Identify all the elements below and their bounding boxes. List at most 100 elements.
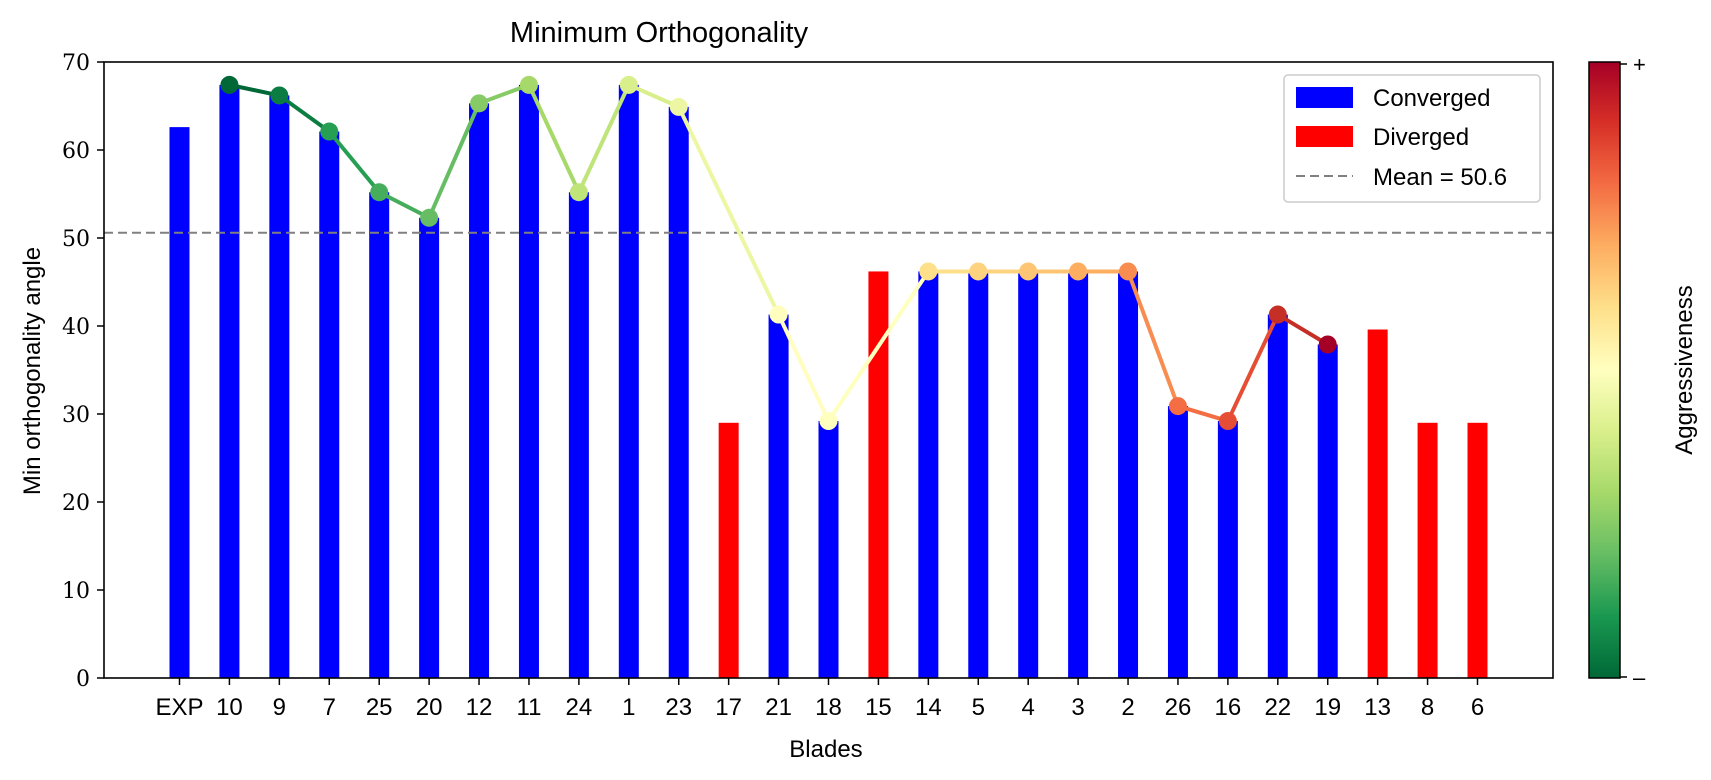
bar-5 [968,271,989,678]
aggressiveness-point-9 [270,86,289,105]
bar-8 [1417,422,1438,678]
x-tick-label: 17 [715,694,742,721]
y-tick-label: 40 [62,315,90,340]
aggressiveness-segment [1275,312,1330,347]
x-tick-label: 6 [1471,694,1484,721]
x-tick-label: 13 [1364,694,1391,721]
aggressiveness-point-16 [1218,412,1237,431]
aggressiveness-segment [676,104,781,317]
x-axis-label: Blades [789,736,862,763]
x-tick-label: 22 [1264,694,1291,721]
bar-18 [818,421,839,678]
x-tick-label: 21 [765,694,792,721]
bar-23 [668,106,689,678]
legend-swatch-diverged [1296,126,1353,147]
bar-14 [918,271,939,678]
bar-9 [269,95,290,678]
y-ticks: 0 10 20 30 40 50 60 70 [62,51,104,692]
bar-6 [1467,422,1488,678]
chart-title: Minimum Orthogonality [510,17,809,49]
x-tick-label: 1 [622,694,635,721]
y-tick-label: 10 [62,579,90,604]
bar-15 [868,271,889,678]
x-tick-label: 3 [1071,694,1084,721]
aggressiveness-point-26 [1168,397,1187,416]
aggressiveness-point-23 [669,97,688,116]
aggressiveness-point-4 [1019,262,1038,281]
x-tick-label: 24 [566,694,593,721]
aggressiveness-point-14 [919,262,938,281]
bar-4 [1018,271,1039,678]
plot-frame [103,61,1554,679]
legend-label-diverged: Diverged [1373,124,1469,151]
bar-24 [568,192,589,679]
x-tick-label: 26 [1165,694,1192,721]
legend-label-mean: Mean = 50.6 [1373,164,1507,191]
x-tick-label: 9 [273,694,286,721]
aggressiveness-segment [626,82,681,109]
x-tick-label: 5 [972,694,985,721]
bar-10 [219,84,240,678]
aggressiveness-segment [377,190,432,220]
x-tick-label: 4 [1022,694,1035,721]
aggressiveness-point-19 [1318,335,1337,354]
legend-swatch-converged [1296,87,1353,108]
aggressiveness-segment [826,269,931,424]
bar-12 [469,103,490,679]
bar-2 [1118,271,1139,678]
bar-13 [1367,329,1388,678]
aggressiveness-point-7 [320,122,339,141]
aggressiveness-point-1 [619,75,638,94]
bar-26 [1167,406,1188,678]
aggressiveness-segment [327,129,382,195]
aggressiveness-point-2 [1119,262,1138,281]
legend: Converged Diverged Mean = 50.6 [1283,74,1541,203]
y-tick-label: 30 [62,403,90,428]
aggressiveness-line [220,75,1337,431]
x-tick-label: 25 [366,694,393,721]
y-tick-label: 50 [62,227,90,252]
bar-16 [1217,421,1238,678]
bar-7 [319,131,340,678]
x-tick-label: 19 [1314,694,1341,721]
aggressiveness-segment [277,93,332,134]
legend-label-converged: Converged [1373,85,1490,112]
x-tick-label: 7 [323,694,336,721]
aggressiveness-point-21 [769,305,788,324]
aggressiveness-segment [776,312,831,424]
y-tick-label: 0 [76,667,90,692]
aggressiveness-point-3 [1069,262,1088,281]
bar-22 [1267,314,1288,678]
aggressiveness-segment [526,82,581,195]
aggressiveness-point-25 [370,183,389,202]
aggressiveness-point-5 [969,262,988,281]
x-ticks: EXP 10 9 7 25 20 12 11 24 1 23 17 21 18 15 14 5 4 3 2 26 16 22… [155,678,1484,721]
bar-11 [518,84,539,678]
colorbar-gradient [1588,61,1621,679]
x-tick-label: 12 [466,694,493,721]
aggressiveness-point-10 [220,75,239,94]
aggressiveness-point-11 [519,75,538,94]
y-tick-label: 60 [62,139,90,164]
x-tick-label: 23 [665,694,692,721]
colorbar: + – Aggressiveness [1588,52,1698,690]
colorbar-top-label: + [1633,52,1646,77]
x-tick-label: 11 [517,694,542,721]
x-tick-label: 15 [865,694,892,721]
x-tick-label: EXP [155,694,203,721]
aggressiveness-segment [576,82,631,195]
bar-3 [1068,271,1089,678]
x-tick-label: 14 [915,694,942,721]
colorbar-label: Aggressiveness [1671,285,1698,454]
x-tick-label: 10 [216,694,243,721]
bar-25 [369,192,390,679]
x-tick-label: 2 [1121,694,1134,721]
aggressiveness-segment [427,101,482,220]
bar-19 [1317,344,1338,678]
bar-EXP [169,127,190,679]
aggressiveness-point-12 [470,94,489,113]
aggressiveness-point-22 [1268,305,1287,324]
y-axis-label: Min orthogonality angle [19,247,46,495]
aggressiveness-point-20 [420,208,439,227]
